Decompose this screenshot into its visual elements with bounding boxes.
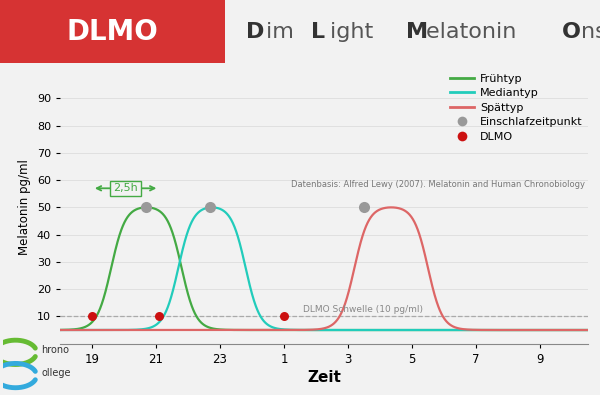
Text: D: D: [246, 22, 265, 41]
Text: O: O: [562, 22, 581, 41]
Text: elatonin: elatonin: [425, 22, 523, 41]
Text: nset: nset: [581, 22, 600, 41]
Legend: Frühtyp, Mediantyp, Spättyp, Einschlafzeitpunkt, DLMO: Frühtyp, Mediantyp, Spättyp, Einschlafze…: [450, 74, 583, 142]
Text: M: M: [406, 22, 428, 41]
Text: ollege: ollege: [41, 369, 71, 378]
Text: DLMO Schwelle (10 pg/ml): DLMO Schwelle (10 pg/ml): [303, 305, 423, 314]
Y-axis label: Melatonin pg/ml: Melatonin pg/ml: [18, 160, 31, 255]
Text: im: im: [266, 22, 301, 41]
Text: DLMO: DLMO: [67, 18, 158, 45]
Text: Datenbasis: Alfred Lewy (2007). Melatonin and Human Chronobiology: Datenbasis: Alfred Lewy (2007). Melatoni…: [292, 180, 586, 189]
Text: L: L: [311, 22, 325, 41]
Text: ight: ight: [331, 22, 381, 41]
X-axis label: Zeit: Zeit: [307, 370, 341, 385]
Text: 2,5h: 2,5h: [113, 183, 138, 193]
Text: hrono: hrono: [41, 345, 70, 355]
FancyBboxPatch shape: [0, 0, 225, 63]
